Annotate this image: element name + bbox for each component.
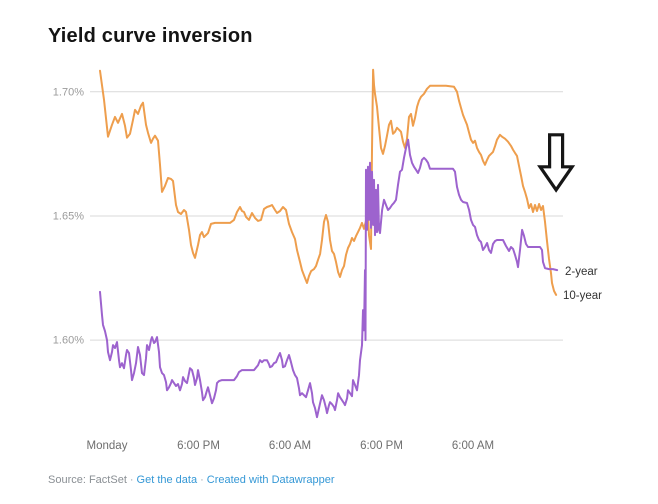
- chart-title: Yield curve inversion: [48, 25, 253, 47]
- y-tick-label: 1.60%: [53, 335, 84, 347]
- series-line-10-year: [99, 68, 558, 296]
- series-line-2-year: [99, 138, 559, 419]
- get-the-data-link[interactable]: Get the data: [136, 474, 198, 486]
- series-label-10-year: 10-year: [563, 290, 602, 302]
- down-arrow-annotation: [537, 133, 576, 193]
- source-text: Source: FactSet: [48, 474, 127, 486]
- chart-footer: Source: FactSet · Get the data · Created wit…: [48, 474, 335, 486]
- x-tick-label: 6:00 PM: [360, 440, 403, 452]
- y-tick-label: 1.65%: [53, 210, 84, 222]
- footer-separator: ·: [200, 474, 204, 486]
- x-tick-label: 6:00 AM: [452, 440, 494, 452]
- x-tick-label: 6:00 AM: [269, 440, 311, 452]
- y-tick-label: 1.70%: [53, 86, 84, 98]
- footer-separator: ·: [129, 474, 134, 486]
- created-with-datawrapper-link[interactable]: Created with Datawrapper: [206, 474, 335, 486]
- series-label-2-year: 2-year: [565, 266, 598, 278]
- x-tick-label: Monday: [87, 440, 128, 452]
- x-tick-label: 6:00 PM: [177, 440, 220, 452]
